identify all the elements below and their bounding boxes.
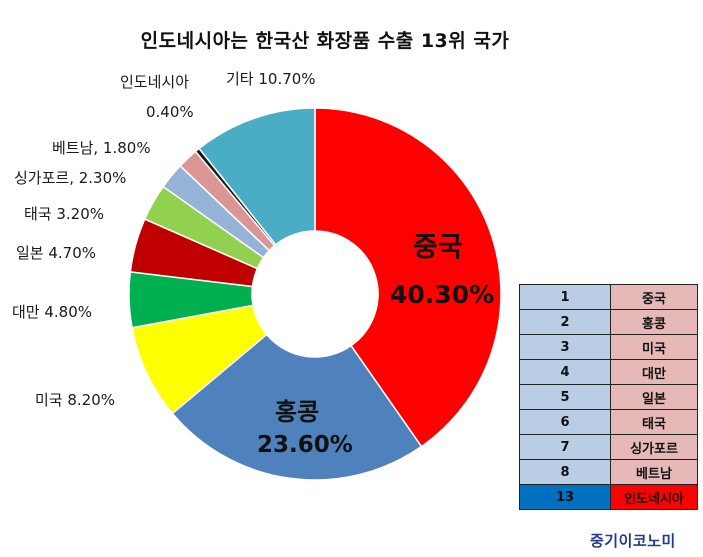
- rank-country: 미국: [610, 334, 698, 360]
- rank-country: 베트남: [610, 459, 698, 485]
- ranking-row: 7 싱가포르: [519, 434, 698, 460]
- rank-number: 6: [519, 409, 611, 435]
- rank-number: 4: [519, 359, 611, 385]
- ranking-row: 6 태국: [519, 409, 698, 435]
- ranking-row: 1 중국: [519, 284, 698, 310]
- rank-number: 3: [519, 334, 611, 360]
- brand-logo-text: 중기이코노미: [590, 532, 676, 550]
- label-indonesia-value: 0.40%: [146, 103, 194, 121]
- label-기타: 기타 10.70%: [226, 70, 316, 88]
- label-미국: 미국 8.20%: [35, 391, 116, 409]
- label-중국-value: 40.30%: [390, 280, 495, 309]
- rank-country: 중국: [610, 284, 698, 310]
- rank-number: 7: [519, 434, 611, 460]
- label-베트남: 베트남, 1.80%: [52, 139, 151, 157]
- ranking-row: 4 대만: [519, 359, 698, 385]
- rank-country: 일본: [610, 384, 698, 410]
- label-일본: 일본 4.70%: [16, 244, 97, 262]
- label-싱가포르: 싱가포르, 2.30%: [14, 169, 127, 187]
- ranking-row-highlight: 13 인도네시아: [519, 484, 698, 510]
- rank-number: 1: [519, 284, 611, 310]
- rank-number: 8: [519, 459, 611, 485]
- label-홍콩-name: 홍콩: [275, 398, 320, 426]
- rank-number: 2: [519, 309, 611, 335]
- rank-country: 홍콩: [610, 309, 698, 335]
- label-대만: 대만 4.80%: [12, 303, 93, 321]
- ranking-table: 1 중국 2 홍콩 3 미국 4 대만 5 일본 6 태국 7 싱가포르 8 베트남 13 인도네…: [519, 284, 698, 510]
- label-태국: 태국 3.20%: [24, 205, 105, 223]
- slice-홍콩: [171, 333, 423, 481]
- label-홍콩-value: 23.60%: [257, 432, 353, 458]
- rank-number: 13: [519, 484, 611, 510]
- label-중국-name: 중국: [413, 232, 463, 263]
- ranking-row: 3 미국: [519, 334, 698, 360]
- ranking-row: 5 일본: [519, 384, 698, 410]
- rank-number: 5: [519, 384, 611, 410]
- rank-country: 대만: [610, 359, 698, 385]
- rank-country: 태국: [610, 409, 698, 435]
- rank-country: 싱가포르: [610, 434, 698, 460]
- chart-title: 인도네시아는 한국산 화장품 수출 13위 국가: [140, 30, 510, 52]
- rank-country: 인도네시아: [610, 484, 698, 510]
- ranking-row: 2 홍콩: [519, 309, 698, 335]
- slice-중국: [314, 107, 502, 448]
- ranking-row: 8 베트남: [519, 459, 698, 485]
- slice-기타: [198, 107, 316, 246]
- label-indonesia-name: 인도네시아: [120, 73, 190, 91]
